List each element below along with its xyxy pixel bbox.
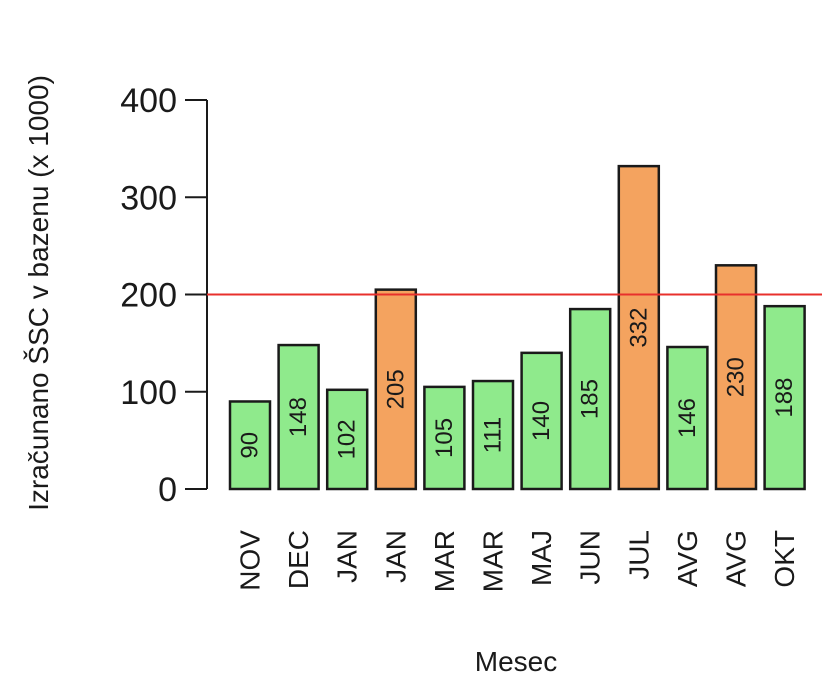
x-axis-labels: NOV DEC JAN JAN MAR MAR MAJ JUN JUL AVG AVG OKT bbox=[235, 530, 801, 593]
x-tick-label: OKT bbox=[769, 530, 800, 588]
y-tick-label: 200 bbox=[120, 277, 177, 315]
y-tick-label: 0 bbox=[158, 471, 177, 509]
bar-value-label: 188 bbox=[771, 378, 798, 418]
x-tick-label: NOV bbox=[235, 530, 266, 591]
bar-value-label: 140 bbox=[528, 401, 555, 441]
bar bbox=[714, 264, 758, 491]
x-axis-title: Mesec bbox=[475, 646, 557, 677]
x-tick-label: JAN bbox=[332, 530, 363, 583]
bar bbox=[666, 345, 709, 491]
y-axis-title: Izračunano ŠSC v bazenu (x 1000) bbox=[23, 75, 54, 511]
bar-value-label: 185 bbox=[577, 379, 604, 419]
bar bbox=[277, 343, 320, 491]
x-tick-label: JAN bbox=[380, 530, 411, 583]
bar-value-label: 90 bbox=[237, 432, 264, 459]
y-axis: 0 100 200 300 400 bbox=[120, 82, 208, 509]
bar-value-label: 105 bbox=[431, 418, 458, 458]
bar bbox=[228, 400, 272, 491]
bars: 90 148 102 205 105 111 140 185 332 146 230 188 bbox=[228, 164, 806, 491]
x-tick-label: AVG bbox=[721, 530, 752, 587]
x-tick-label: AVG bbox=[672, 530, 703, 587]
bar-value-label: 230 bbox=[723, 357, 750, 397]
bar bbox=[374, 288, 418, 491]
y-tick-label: 400 bbox=[120, 82, 177, 120]
bar-value-label: 111 bbox=[480, 417, 507, 453]
bar bbox=[325, 388, 369, 491]
x-tick-label: JUN bbox=[575, 530, 606, 584]
x-tick-label: JUL bbox=[623, 530, 654, 580]
bar-value-label: 148 bbox=[285, 397, 312, 437]
bar bbox=[568, 307, 612, 491]
bar bbox=[471, 379, 515, 491]
bar-value-label: 102 bbox=[334, 419, 361, 459]
bar-value-label: 146 bbox=[674, 398, 701, 438]
bar-value-label: 205 bbox=[382, 369, 409, 409]
bar-value-label: 332 bbox=[625, 308, 652, 348]
bar bbox=[423, 385, 466, 491]
bar bbox=[520, 351, 563, 491]
x-tick-label: MAR bbox=[478, 530, 509, 592]
y-tick-label: 300 bbox=[120, 179, 177, 217]
x-tick-label: MAR bbox=[429, 530, 460, 592]
x-tick-label: DEC bbox=[283, 530, 314, 589]
bar bbox=[617, 164, 661, 491]
bar bbox=[763, 304, 806, 491]
x-tick-label: MAJ bbox=[526, 530, 557, 586]
y-tick-label: 100 bbox=[120, 374, 177, 412]
